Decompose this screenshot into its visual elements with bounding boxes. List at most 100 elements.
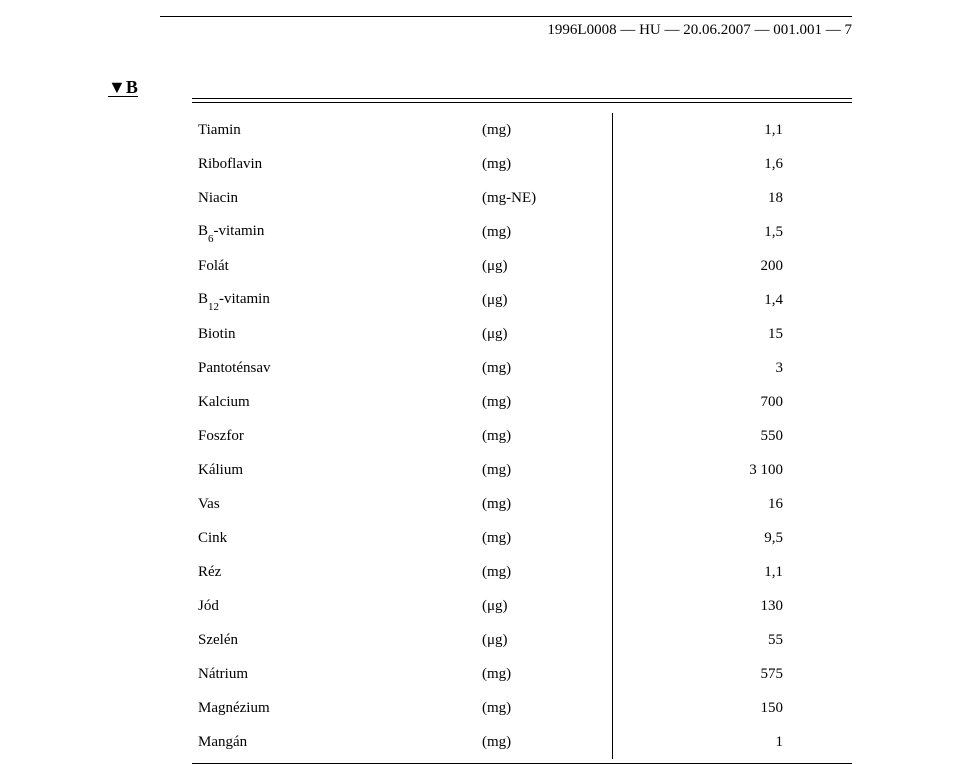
nutrient-unit: (μg) xyxy=(482,632,612,649)
column-separator xyxy=(612,623,613,657)
nutrient-name: Réz xyxy=(192,564,482,581)
nutrient-value: 1,4 xyxy=(643,292,793,309)
table-row: Vas(mg) 16 xyxy=(192,487,852,521)
nutrient-value: 700 xyxy=(643,394,793,411)
nutrient-name: Cink xyxy=(192,530,482,547)
nutrient-name: B12-vitamin xyxy=(192,291,482,310)
nutrient-unit: (mg) xyxy=(482,700,612,717)
nutrient-unit: (mg) xyxy=(482,666,612,683)
nutrient-value: 575 xyxy=(643,666,793,683)
nutrient-value: 150 xyxy=(643,700,793,717)
column-separator xyxy=(612,419,613,453)
table-top-border-2 xyxy=(192,102,852,103)
table-top-border-1 xyxy=(192,98,852,100)
nutrient-value: 1,1 xyxy=(643,122,793,139)
column-separator xyxy=(612,453,613,487)
table-row: Riboflavin(mg) 1,6 xyxy=(192,147,852,181)
nutrient-unit: (μg) xyxy=(482,598,612,615)
nutrient-unit: (mg-NE) xyxy=(482,190,612,207)
column-separator xyxy=(612,725,613,759)
nutrient-unit: (mg) xyxy=(482,360,612,377)
column-separator xyxy=(612,657,613,691)
table-rows: Tiamin(mg)1,1Riboflavin(mg)1,6Niacin(mg-… xyxy=(192,113,852,759)
nutrient-value: 1,1 xyxy=(643,564,793,581)
table-row: Jód(μg) 130 xyxy=(192,589,852,623)
table-row: Kalcium(mg) 700 xyxy=(192,385,852,419)
nutrient-unit: (mg) xyxy=(482,564,612,581)
column-separator xyxy=(612,589,613,623)
nutrient-value: 550 xyxy=(643,428,793,445)
nutrient-value: 200 xyxy=(643,258,793,275)
table-row: Cink(mg) 9,5 xyxy=(192,521,852,555)
table-row: Folát(μg) 200 xyxy=(192,249,852,283)
nutrient-value: 1,6 xyxy=(643,156,793,173)
nutrient-value: 1 xyxy=(643,734,793,751)
nutrient-value: 18 xyxy=(643,190,793,207)
column-separator xyxy=(612,555,613,589)
nutrient-name: Folát xyxy=(192,258,482,275)
nutrient-name: Tiamin xyxy=(192,122,482,139)
table-row: B6-vitamin(mg) 1,5 xyxy=(192,215,852,249)
header-line xyxy=(160,16,852,17)
table-row: Réz(mg) 1,1 xyxy=(192,555,852,589)
nutrient-unit: (mg) xyxy=(482,156,612,173)
nutrient-unit: (mg) xyxy=(482,394,612,411)
table-row: Szelén(μg) 55 xyxy=(192,623,852,657)
nutrient-name: Magnézium xyxy=(192,700,482,717)
nutrient-value: 3 100 xyxy=(643,462,793,479)
column-separator xyxy=(612,113,613,147)
nutrient-name: Biotin xyxy=(192,326,482,343)
column-separator xyxy=(612,181,613,215)
nutrient-name: Kalcium xyxy=(192,394,482,411)
column-separator xyxy=(612,487,613,521)
table-row: Mangán(mg) 1 xyxy=(192,725,852,759)
nutrient-unit: (μg) xyxy=(482,292,612,309)
nutrient-name: Nátrium xyxy=(192,666,482,683)
nutrient-unit: (mg) xyxy=(482,462,612,479)
nutrient-name: Mangán xyxy=(192,734,482,751)
nutrient-name: Kálium xyxy=(192,462,482,479)
nutrient-unit: (mg) xyxy=(482,530,612,547)
nutrient-unit: (mg) xyxy=(482,224,612,241)
table-row: Kálium(mg) 3 100 xyxy=(192,453,852,487)
nutrient-name: B6-vitamin xyxy=(192,223,482,242)
nutrient-value: 130 xyxy=(643,598,793,615)
column-separator xyxy=(612,249,613,283)
nutrient-table: Tiamin(mg)1,1Riboflavin(mg)1,6Niacin(mg-… xyxy=(192,98,852,764)
nutrient-value: 1,5 xyxy=(643,224,793,241)
nutrient-unit: (mg) xyxy=(482,496,612,513)
nutrient-value: 15 xyxy=(643,326,793,343)
nutrient-name: Szelén xyxy=(192,632,482,649)
nutrient-value: 9,5 xyxy=(643,530,793,547)
table-row: Foszfor(mg) 550 xyxy=(192,419,852,453)
section-marker: ▼B xyxy=(108,78,138,97)
column-separator xyxy=(612,317,613,351)
nutrient-name: Riboflavin xyxy=(192,156,482,173)
table-row: Magnézium(mg) 150 xyxy=(192,691,852,725)
header-reference: 1996L0008 — HU — 20.06.2007 — 001.001 — … xyxy=(547,22,852,39)
table-row: Biotin(μg) 15 xyxy=(192,317,852,351)
column-separator xyxy=(612,351,613,385)
column-separator xyxy=(612,215,613,249)
nutrient-name: Foszfor xyxy=(192,428,482,445)
column-separator xyxy=(612,385,613,419)
nutrient-unit: (μg) xyxy=(482,258,612,275)
table-row: Niacin(mg-NE) 18 xyxy=(192,181,852,215)
nutrient-value: 16 xyxy=(643,496,793,513)
nutrient-name: Vas xyxy=(192,496,482,513)
nutrient-name: Pantoténsav xyxy=(192,360,482,377)
nutrient-unit: (mg) xyxy=(482,734,612,751)
column-separator xyxy=(612,283,613,317)
table-row: Tiamin(mg) 1,1 xyxy=(192,113,852,147)
nutrient-unit: (μg) xyxy=(482,326,612,343)
nutrient-name: Niacin xyxy=(192,190,482,207)
nutrient-name: Jód xyxy=(192,598,482,615)
column-separator xyxy=(612,147,613,181)
nutrient-value: 55 xyxy=(643,632,793,649)
nutrient-value: 3 xyxy=(643,360,793,377)
column-separator xyxy=(612,691,613,725)
nutrient-unit: (mg) xyxy=(482,122,612,139)
column-separator xyxy=(612,521,613,555)
table-row: Pantoténsav(mg) 3 xyxy=(192,351,852,385)
nutrient-unit: (mg) xyxy=(482,428,612,445)
